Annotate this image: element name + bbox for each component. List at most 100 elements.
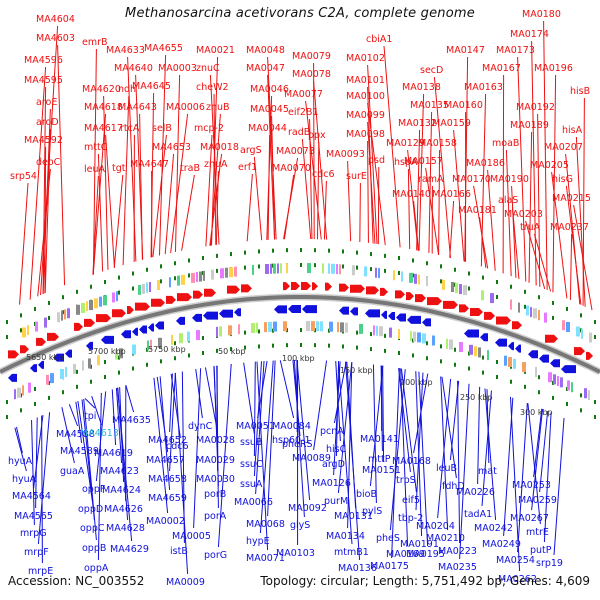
- forward-gene-leader: [367, 102, 386, 246]
- gene-arrow: [96, 314, 111, 323]
- gene-arrow: [176, 316, 185, 325]
- gene-arrow: [155, 321, 164, 330]
- feature-block: [265, 264, 269, 275]
- scale-tick: [482, 275, 484, 280]
- feature-block: [115, 349, 118, 360]
- reverse-gene-leader: [255, 361, 265, 495]
- scale-tick: [34, 386, 36, 391]
- forward-gene-leader: [139, 113, 143, 260]
- scale-tick: [594, 415, 596, 420]
- scale-tick: [90, 284, 92, 289]
- forward-gene-leader: [205, 134, 213, 247]
- reverse-gene-label: MA0210: [426, 533, 465, 544]
- forward-gene-leader: [511, 206, 520, 279]
- feature-block: [22, 385, 24, 396]
- forward-gene-label: MA0021: [196, 45, 235, 56]
- forward-gene-leader: [57, 44, 66, 286]
- feature-block: [219, 326, 222, 337]
- scale-tick: [328, 248, 330, 253]
- feature-block: [320, 321, 323, 332]
- feature-block: [398, 329, 400, 340]
- feature-block: [60, 369, 64, 379]
- scale-tick: [20, 408, 22, 413]
- forward-gene-label: MA4643: [118, 102, 157, 113]
- reverse-gene-label: leuB: [436, 463, 457, 474]
- forward-gene-leader: [37, 168, 51, 297]
- forward-gene-label: MA0044: [248, 123, 287, 134]
- forward-gene-label: MA4603: [36, 33, 75, 44]
- forward-gene-label: emrB: [82, 37, 108, 48]
- feature-block: [513, 358, 516, 369]
- forward-gene-label: MA4592: [24, 135, 63, 146]
- gene-arrow: [20, 345, 29, 354]
- feature-block: [199, 271, 202, 282]
- reverse-gene-leader: [389, 369, 406, 531]
- forward-gene-label: MA0070: [272, 163, 311, 174]
- scale-tick: [370, 267, 372, 272]
- feature-block: [544, 312, 547, 323]
- scale-tick: [300, 248, 302, 252]
- gene-arrow: [339, 283, 349, 292]
- reverse-gene-label: MA0204: [416, 521, 455, 532]
- forward-gene-leader: [479, 216, 487, 268]
- reverse-gene-label: MA0103: [276, 548, 315, 559]
- scale-tick: [384, 333, 386, 338]
- reverse-gene-label: porA: [204, 511, 227, 522]
- feature-block: [220, 268, 224, 279]
- reverse-gene-label: hyuA: [8, 456, 33, 467]
- reverse-gene-leader: [459, 383, 470, 560]
- feature-block: [76, 304, 80, 315]
- feature-block: [522, 362, 526, 373]
- accession-label: Accession: NC_003552: [8, 574, 145, 588]
- feature-block: [82, 360, 84, 371]
- reverse-gene-leader: [159, 376, 171, 491]
- forward-gene-label: MA0190: [490, 174, 529, 185]
- scale-tick: [580, 313, 582, 318]
- map-title: Methanosarcina acetivorans C2A, complete…: [125, 6, 475, 21]
- gene-arrow: [127, 305, 134, 314]
- scale-tick: [412, 353, 414, 358]
- scale-tick: [426, 356, 428, 361]
- forward-gene-label: moaB: [492, 138, 519, 149]
- feature-block: [88, 358, 91, 369]
- scale-tick: [454, 347, 456, 352]
- scale-tick: [62, 295, 64, 300]
- forward-gene-leader: [528, 131, 533, 283]
- scale-tick: [594, 400, 596, 405]
- feature-block: [116, 291, 118, 302]
- feature-block: [268, 321, 272, 332]
- reverse-gene-leader: [83, 398, 97, 541]
- gene-arrow: [415, 294, 426, 303]
- feature-block: [446, 338, 448, 349]
- reverse-gene-leader: [531, 408, 544, 511]
- feature-block: [28, 382, 31, 393]
- reverse-gene-leader: [400, 368, 417, 493]
- scale-label: 5750 kbp: [148, 345, 186, 354]
- scale-tick: [524, 289, 526, 294]
- gene-arrow: [151, 298, 165, 307]
- feature-block: [27, 325, 29, 336]
- reverse-gene-leader: [267, 360, 276, 517]
- feature-block: [46, 374, 49, 385]
- feature-block: [97, 355, 100, 366]
- reverse-gene-label: MA4657: [146, 455, 185, 466]
- reverse-gene-label: oppB: [82, 543, 106, 554]
- feature-block: [432, 335, 435, 346]
- feature-block: [256, 322, 258, 333]
- reverse-gene-label: MA0259: [518, 495, 557, 506]
- reverse-gene-label: ssuA: [240, 479, 263, 490]
- forward-gene-label: cbiA1: [366, 34, 392, 45]
- feature-block: [158, 337, 162, 348]
- reverse-gene-leader: [457, 380, 461, 544]
- scale-tick: [510, 379, 512, 384]
- scale-tick: [76, 289, 78, 294]
- forward-gene-label: MA4620: [82, 84, 121, 95]
- reverse-gene-leader: [333, 361, 341, 476]
- scale-tick: [384, 253, 386, 258]
- forward-gene-leader: [301, 138, 312, 240]
- forward-gene-leader: [267, 74, 276, 240]
- scale-tick: [244, 330, 246, 335]
- reverse-gene-leader: [517, 403, 528, 553]
- forward-gene-leader: [309, 118, 313, 240]
- reverse-gene-label: MA0030: [196, 474, 235, 485]
